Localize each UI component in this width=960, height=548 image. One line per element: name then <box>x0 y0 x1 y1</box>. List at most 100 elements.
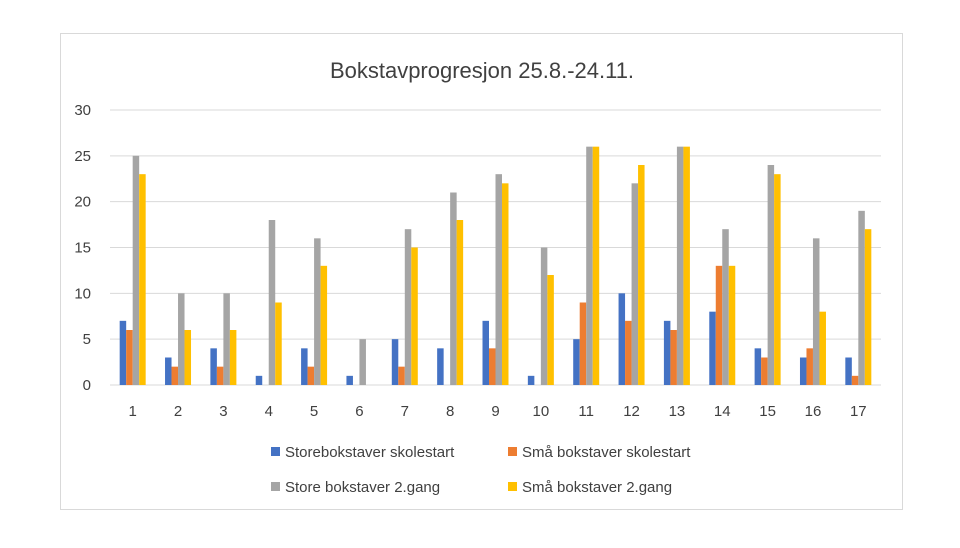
bar <box>268 220 276 385</box>
bar <box>126 330 133 385</box>
bar <box>586 146 593 385</box>
chart-frame: Bokstavprogresjon 25.8.-24.11. 0 5 10 15 20 2… <box>60 33 903 510</box>
bar <box>812 238 820 385</box>
x-tick-label: 9 <box>491 403 499 420</box>
legend: Storebokstaver skolestart Små bokstaver s… <box>271 444 691 496</box>
bar <box>178 293 185 385</box>
bar <box>573 339 580 385</box>
legend-label: Store bokstaver 2.gang <box>285 479 440 496</box>
bar <box>255 375 263 385</box>
x-tick-label: 6 <box>355 403 363 420</box>
bar <box>683 146 690 385</box>
legend-swatch <box>271 482 280 491</box>
x-tick-label: 14 <box>714 403 731 420</box>
bar <box>728 265 736 385</box>
bar <box>625 320 632 385</box>
bar <box>216 366 224 385</box>
x-tick-label: 7 <box>401 403 409 420</box>
bar <box>799 357 807 385</box>
bar <box>806 348 813 385</box>
bar <box>398 366 405 385</box>
bar <box>864 229 872 385</box>
x-tick-label: 4 <box>265 403 273 420</box>
bar <box>663 320 671 385</box>
legend-label: Små bokstaver skolestart <box>522 444 691 461</box>
x-axis-ticks: 1 2 3 4 5 6 7 8 9 10 11 12 13 14 15 16 17 <box>129 403 867 420</box>
bar <box>450 192 457 385</box>
bar <box>314 238 321 385</box>
bar <box>819 311 826 385</box>
bar <box>437 348 444 385</box>
y-tick-label: 0 <box>83 377 91 394</box>
legend-item: Storebokstaver skolestart <box>271 444 455 461</box>
bar <box>139 174 146 385</box>
bar <box>638 165 645 385</box>
bar <box>411 247 418 385</box>
x-tick-label: 10 <box>533 403 550 420</box>
bar <box>715 265 723 385</box>
bar <box>320 265 328 385</box>
bar <box>767 165 775 385</box>
bar <box>592 146 600 385</box>
bar <box>119 320 127 385</box>
bar <box>301 348 308 385</box>
y-tick-label: 15 <box>74 240 91 257</box>
bar <box>618 293 626 385</box>
bar <box>858 210 865 385</box>
x-tick-label: 5 <box>310 403 318 420</box>
bar <box>165 357 172 385</box>
x-tick-label: 16 <box>805 403 822 420</box>
bar <box>495 174 502 385</box>
x-tick-label: 13 <box>669 403 686 420</box>
x-tick-label: 15 <box>759 403 776 420</box>
y-tick-label: 10 <box>74 285 91 302</box>
bar <box>456 220 464 385</box>
bar <box>527 375 535 385</box>
y-axis-ticks: 0 5 10 15 20 25 30 <box>74 102 91 394</box>
bar <box>502 183 509 385</box>
bar-chart: Bokstavprogresjon 25.8.-24.11. 051015202… <box>74 58 881 496</box>
x-tick-label: 17 <box>850 403 867 420</box>
bar <box>307 366 315 385</box>
bar <box>670 330 677 385</box>
bar <box>676 146 684 385</box>
legend-label: Små bokstaver 2.gang <box>522 479 672 496</box>
x-tick-label: 2 <box>174 403 182 420</box>
bar <box>391 339 399 385</box>
legend-item: Små bokstaver skolestart <box>508 444 691 461</box>
bar <box>229 330 237 385</box>
bar <box>275 302 282 385</box>
bar <box>754 348 762 385</box>
bar <box>547 275 554 385</box>
bar <box>709 311 716 385</box>
bar <box>540 247 548 385</box>
y-tick-label: 5 <box>83 331 91 348</box>
y-tick-label: 20 <box>74 194 91 211</box>
legend-item: Små bokstaver 2.gang <box>508 479 672 496</box>
bar <box>579 302 587 385</box>
chart-title: Bokstavprogresjon 25.8.-24.11. <box>330 58 634 83</box>
y-tick-label: 25 <box>74 148 91 165</box>
bar <box>722 229 729 385</box>
x-tick-label: 8 <box>446 403 454 420</box>
bar <box>489 348 496 385</box>
x-tick-label: 12 <box>623 403 640 420</box>
bars <box>119 146 872 385</box>
bar <box>171 366 179 385</box>
legend-swatch <box>508 482 517 491</box>
x-tick-label: 3 <box>219 403 227 420</box>
bar <box>774 174 781 385</box>
bar <box>346 375 353 385</box>
legend-label: Storebokstaver skolestart <box>285 444 455 461</box>
bar <box>184 330 192 385</box>
x-tick-label: 1 <box>129 403 137 420</box>
bar <box>132 155 140 385</box>
bar <box>223 293 230 385</box>
legend-swatch <box>271 447 280 456</box>
y-tick-label: 30 <box>74 102 91 119</box>
bar <box>359 339 366 385</box>
bar <box>404 229 412 385</box>
bar <box>631 183 639 385</box>
x-tick-label: 11 <box>578 403 594 420</box>
bar <box>482 320 489 385</box>
